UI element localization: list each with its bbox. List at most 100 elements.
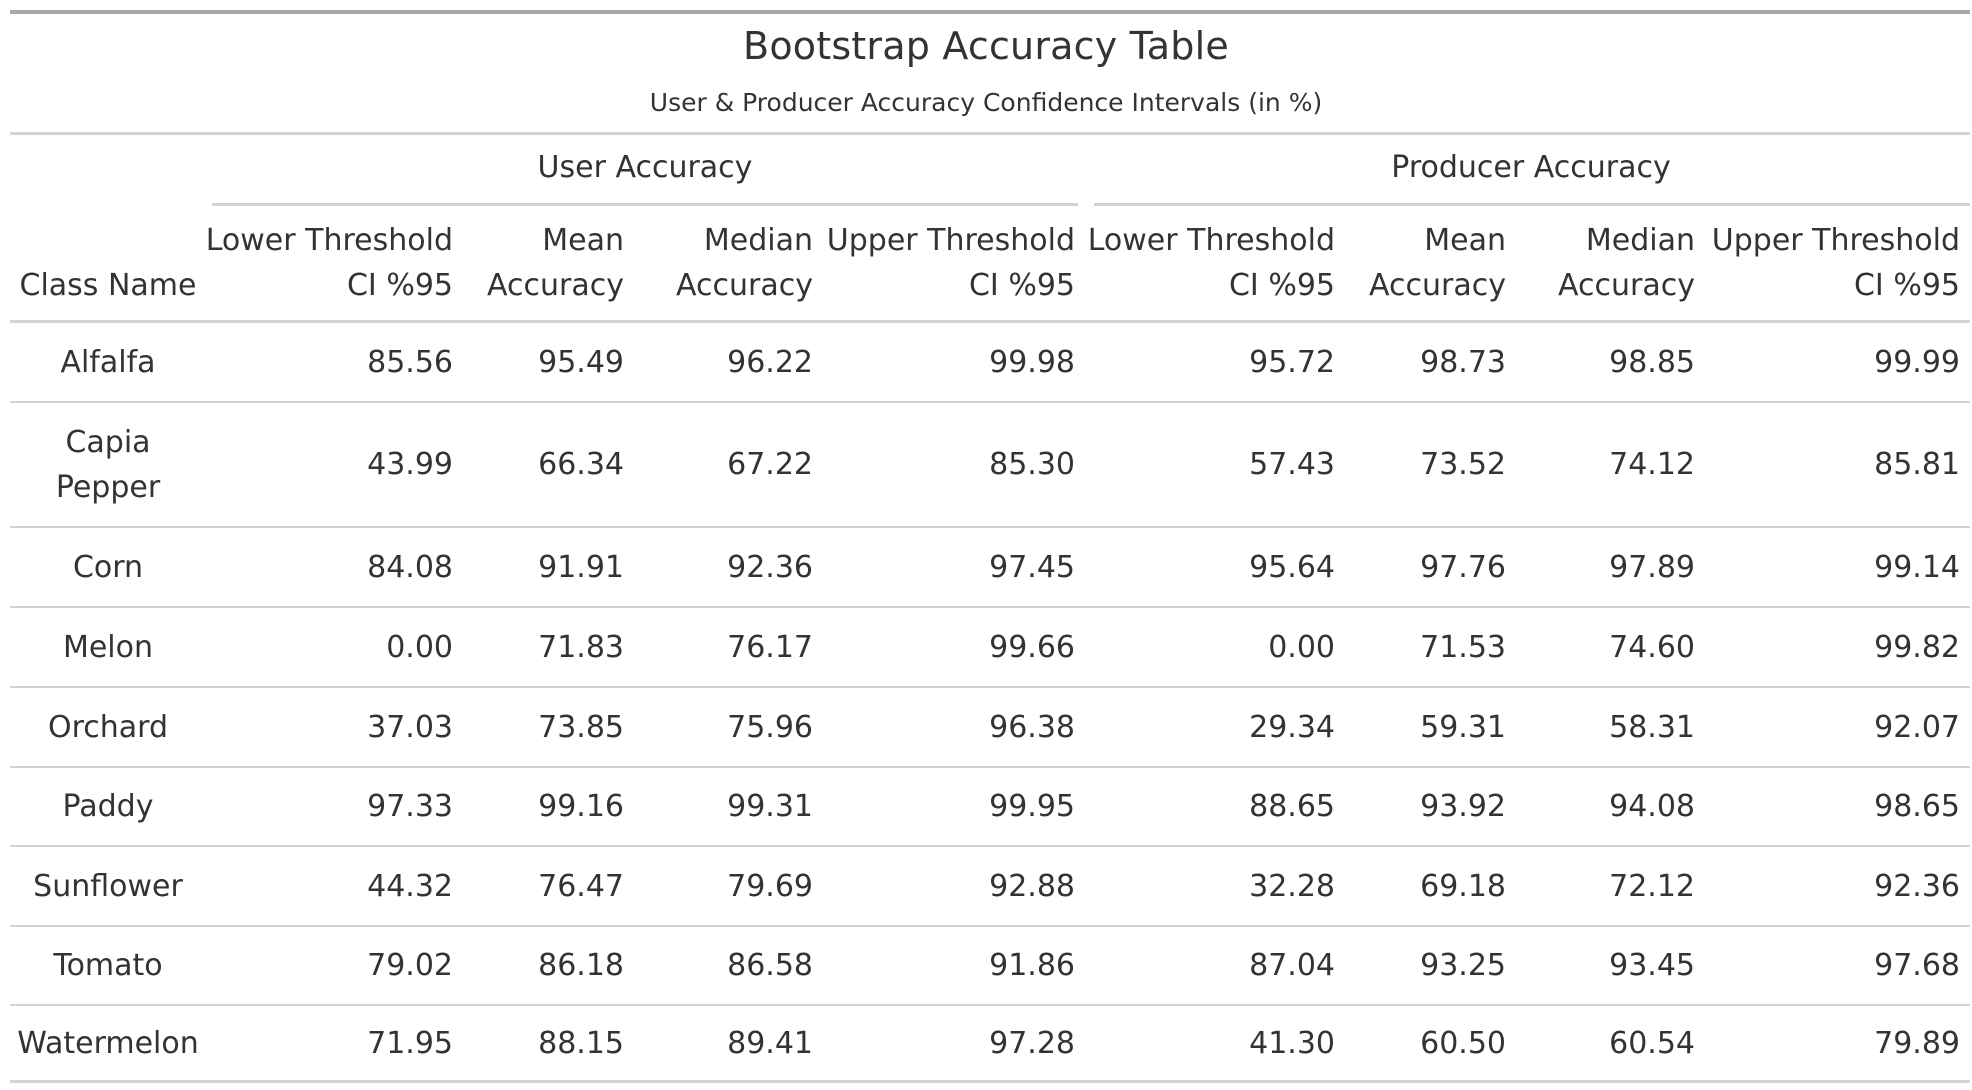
value-cell: 79.69 — [727, 869, 813, 904]
value-cell: 79.89 — [1874, 1026, 1960, 1061]
value-cell: 69.18 — [1420, 869, 1506, 904]
class-name-line: Sunflower — [33, 869, 183, 904]
column-header: Mean Accuracy — [374, 218, 624, 308]
row-divider — [10, 925, 1970, 927]
row-divider — [10, 766, 1970, 768]
column-header-line: Median — [703, 223, 813, 258]
column-header-line: CI %95 — [346, 268, 453, 303]
table-row: Corn 84.08 91.91 92.36 97.45 95.64 97.76 97.89 9… — [10, 528, 1970, 606]
column-header: Median Accuracy — [563, 218, 813, 308]
class-name-line: Tomato — [53, 948, 163, 983]
value-cell: 99.31 — [727, 789, 813, 824]
value-cell: 76.47 — [538, 869, 624, 904]
row-divider — [10, 1004, 1970, 1006]
value-cell: 97.68 — [1874, 948, 1960, 983]
value-cell: 92.07 — [1874, 710, 1960, 745]
row-divider — [10, 845, 1970, 847]
value-cell: 99.66 — [989, 630, 1075, 665]
value-cell: 95.72 — [1249, 345, 1335, 380]
column-header-line: Median — [1585, 223, 1695, 258]
value-cell: 75.96 — [727, 710, 813, 745]
spanner-producer-underline — [1094, 203, 1970, 206]
value-cell: 97.76 — [1420, 550, 1506, 585]
value-cell: 41.30 — [1249, 1026, 1335, 1061]
value-cell: 0.00 — [1268, 630, 1335, 665]
value-cell: 86.18 — [538, 948, 624, 983]
value-cell: 87.04 — [1249, 948, 1335, 983]
column-header-line: Lower Threshold — [205, 223, 453, 258]
class-name-line: Alfalfa — [60, 345, 156, 380]
column-header: Upper Threshold CI %95 — [825, 218, 1075, 308]
value-cell: 59.31 — [1420, 710, 1506, 745]
column-header-line: Mean — [1424, 223, 1506, 258]
value-cell: 71.53 — [1420, 630, 1506, 665]
column-header-line: Upper Threshold — [826, 223, 1075, 258]
class-name-line: Orchard — [47, 710, 169, 745]
value-cell: 71.95 — [367, 1026, 453, 1061]
column-header-line: CI %95 — [1228, 268, 1335, 303]
table-row: Melon 0.00 71.83 76.17 99.66 0.00 71.53 74.60 99… — [10, 608, 1970, 686]
value-cell: 85.56 — [367, 345, 453, 380]
class-name-line: Paddy — [62, 789, 154, 824]
value-cell: 74.60 — [1609, 630, 1695, 665]
column-header-line: Accuracy — [1558, 268, 1695, 303]
value-cell: 93.92 — [1420, 789, 1506, 824]
value-cell: 73.52 — [1420, 447, 1506, 482]
class-name-cell: Alfalfa — [10, 340, 206, 385]
table-bottom-border — [10, 1080, 1970, 1083]
value-cell: 89.41 — [727, 1026, 813, 1061]
value-cell: 95.64 — [1249, 550, 1335, 585]
table-top-border — [10, 10, 1970, 14]
column-header: Mean Accuracy — [1256, 218, 1506, 308]
value-cell: 99.82 — [1874, 630, 1960, 665]
class-name-line: Pepper — [55, 470, 161, 505]
table-row: Alfalfa 85.56 95.49 96.22 99.98 95.72 98.73 98.… — [10, 323, 1970, 401]
value-cell: 71.83 — [538, 630, 624, 665]
class-name-line: Watermelon — [17, 1026, 199, 1061]
column-header: Median Accuracy — [1445, 218, 1695, 308]
value-cell: 93.45 — [1609, 948, 1695, 983]
value-cell: 86.58 — [727, 948, 813, 983]
column-header-line: Accuracy — [1369, 268, 1506, 303]
class-name-cell: Tomato — [10, 943, 206, 988]
value-cell: 93.25 — [1420, 948, 1506, 983]
value-cell: 32.28 — [1249, 869, 1335, 904]
value-cell: 43.99 — [367, 447, 453, 482]
value-cell: 98.65 — [1874, 789, 1960, 824]
column-header-line: Upper Threshold — [1711, 223, 1960, 258]
spanner-user-underline — [212, 203, 1078, 206]
value-cell: 99.98 — [989, 345, 1075, 380]
header-divider — [10, 320, 1970, 323]
spanner-user-accuracy: User Accuracy — [537, 150, 753, 185]
class-name-cell: Paddy — [10, 784, 206, 829]
class-name-cell: Watermelon — [10, 1021, 206, 1066]
row-divider — [10, 401, 1970, 403]
class-name-cell: Capia Pepper — [10, 420, 206, 510]
class-name-line: Capia — [65, 425, 151, 460]
value-cell: 98.73 — [1420, 345, 1506, 380]
value-cell: 84.08 — [367, 550, 453, 585]
title-divider — [10, 132, 1970, 135]
class-name-line: Corn — [72, 550, 144, 585]
value-cell: 76.17 — [727, 630, 813, 665]
column-header-line: Lower Threshold — [1087, 223, 1335, 258]
column-header-class-name: Class Name — [19, 268, 197, 303]
value-cell: 96.22 — [727, 345, 813, 380]
value-cell: 97.89 — [1609, 550, 1695, 585]
column-header: Lower Threshold CI %95 — [203, 218, 453, 308]
column-header-line: Accuracy — [676, 268, 813, 303]
value-cell: 85.81 — [1874, 447, 1960, 482]
value-cell: 97.28 — [989, 1026, 1075, 1061]
value-cell: 58.31 — [1609, 710, 1695, 745]
column-header-line: CI %95 — [1853, 268, 1960, 303]
value-cell: 37.03 — [367, 710, 453, 745]
value-cell: 0.00 — [386, 630, 453, 665]
value-cell: 88.15 — [538, 1026, 624, 1061]
value-cell: 98.85 — [1609, 345, 1695, 380]
value-cell: 91.91 — [538, 550, 624, 585]
column-header: Lower Threshold CI %95 — [1085, 218, 1335, 308]
table-row: Capia Pepper 43.99 66.34 67.22 85.30 57.43 73.5… — [10, 403, 1970, 526]
row-divider — [10, 686, 1970, 688]
value-cell: 97.33 — [367, 789, 453, 824]
class-name-cell: Orchard — [10, 705, 206, 750]
